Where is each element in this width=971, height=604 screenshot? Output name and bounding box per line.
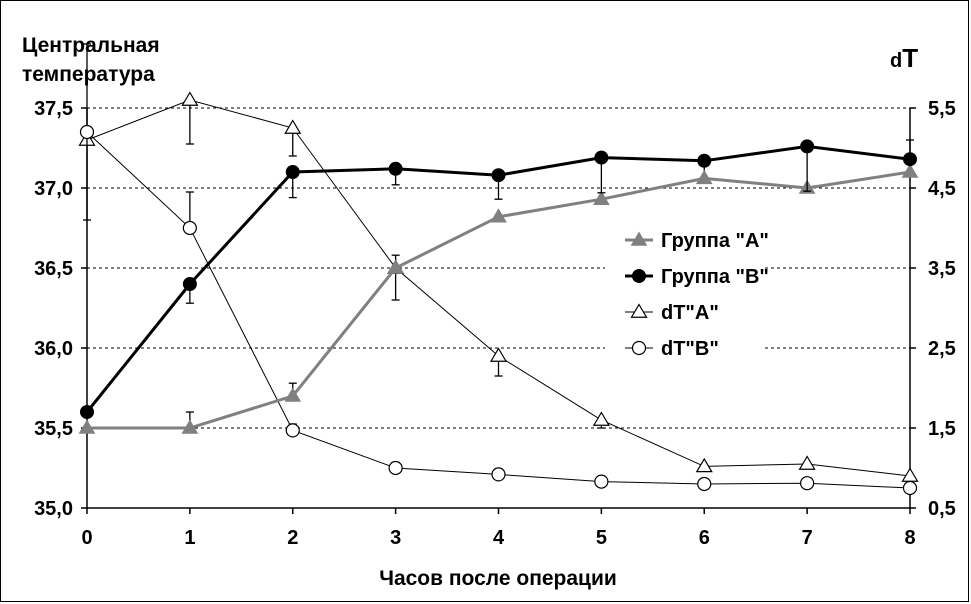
series-0 <box>78 139 919 434</box>
data-point <box>181 419 199 434</box>
data-point <box>695 457 713 473</box>
legend-label: Группа "B" <box>661 266 769 288</box>
data-point <box>285 423 300 438</box>
data-point <box>489 347 508 362</box>
data-point <box>798 455 816 470</box>
series-group <box>78 43 919 496</box>
data-point <box>901 467 919 482</box>
y-left-tick-label: 37,5 <box>34 98 73 120</box>
x-tick-label: 4 <box>493 527 505 549</box>
series-line <box>86 99 911 477</box>
legend-label: dT"A" <box>661 302 719 324</box>
x-tick-label: 0 <box>81 527 92 549</box>
data-point <box>491 467 506 482</box>
y-axis-right-title-main: T <box>902 43 918 73</box>
y-right-tick-label: 3,5 <box>928 258 956 280</box>
y-right-tick-label: 4,5 <box>928 178 956 200</box>
data-point <box>901 163 919 178</box>
x-tick-label: 7 <box>802 527 813 549</box>
data-point <box>630 303 648 318</box>
data-point <box>632 269 646 283</box>
data-point <box>697 476 712 492</box>
x-tick-label: 3 <box>390 527 401 549</box>
y-left-tick-label: 36,0 <box>34 338 73 360</box>
series-3 <box>79 43 918 496</box>
y-axis-right-title-prefix: d <box>890 50 902 72</box>
data-point <box>181 91 199 106</box>
data-point <box>594 150 609 165</box>
data-point <box>630 231 648 246</box>
legend-item: Группа "A" <box>625 230 769 252</box>
data-point <box>182 277 197 291</box>
data-point <box>592 411 610 426</box>
data-point <box>79 124 95 140</box>
y-left-tick-label: 35,5 <box>34 418 73 440</box>
data-point <box>285 165 300 179</box>
y-left-tick-label: 37,0 <box>34 178 73 200</box>
x-tick-label: 6 <box>699 527 710 549</box>
y-axis-left-title-line2: температура <box>22 63 155 86</box>
legend-background <box>605 218 765 368</box>
data-point <box>491 168 506 183</box>
y-right-tick-label: 2,5 <box>928 338 956 360</box>
data-point <box>284 119 302 134</box>
y-right-tick-label: 1,5 <box>928 418 956 440</box>
data-point <box>697 153 712 168</box>
x-tick-label: 5 <box>596 527 607 549</box>
y-left-tick-label: 36,5 <box>34 258 73 280</box>
y-axis-left-title-line1: Центральная <box>22 34 160 57</box>
x-tick-label: 8 <box>904 527 915 549</box>
data-point <box>490 208 507 223</box>
x-axis-title: Часов после операции <box>379 567 617 590</box>
legend-item: dT"B" <box>625 338 719 360</box>
data-point <box>903 152 917 167</box>
y-axis-right-title: dT <box>890 43 918 73</box>
legend-item: Группа "B" <box>625 266 769 288</box>
data-point <box>78 419 96 434</box>
x-tick-label: 1 <box>184 527 195 549</box>
y-right-tick-label: 0,5 <box>928 498 956 520</box>
x-tick-label: 2 <box>287 527 298 549</box>
data-point <box>593 190 610 205</box>
data-point <box>902 480 918 496</box>
data-point <box>800 476 815 491</box>
data-point <box>388 161 403 176</box>
data-point <box>182 220 197 236</box>
legend-label: Группа "A" <box>661 230 769 252</box>
data-point <box>695 169 713 185</box>
gridlines <box>87 107 910 429</box>
data-point <box>631 340 647 356</box>
data-point <box>284 387 302 402</box>
data-point <box>80 405 94 419</box>
legend-label: dT"B" <box>661 338 719 360</box>
y-left-tick-label: 35,0 <box>34 498 73 520</box>
data-point <box>387 259 404 274</box>
legend: Группа "A" Группа "B" dT"A" dT"B" <box>605 218 769 368</box>
data-point <box>800 139 815 154</box>
tick-labels: 35,035,536,036,537,037,50,51,52,53,54,55… <box>34 98 956 549</box>
series-1 <box>80 139 917 419</box>
data-point <box>388 460 403 476</box>
legend-item: dT"A" <box>625 302 719 324</box>
data-point <box>594 474 609 489</box>
y-right-tick-label: 5,5 <box>928 98 956 120</box>
